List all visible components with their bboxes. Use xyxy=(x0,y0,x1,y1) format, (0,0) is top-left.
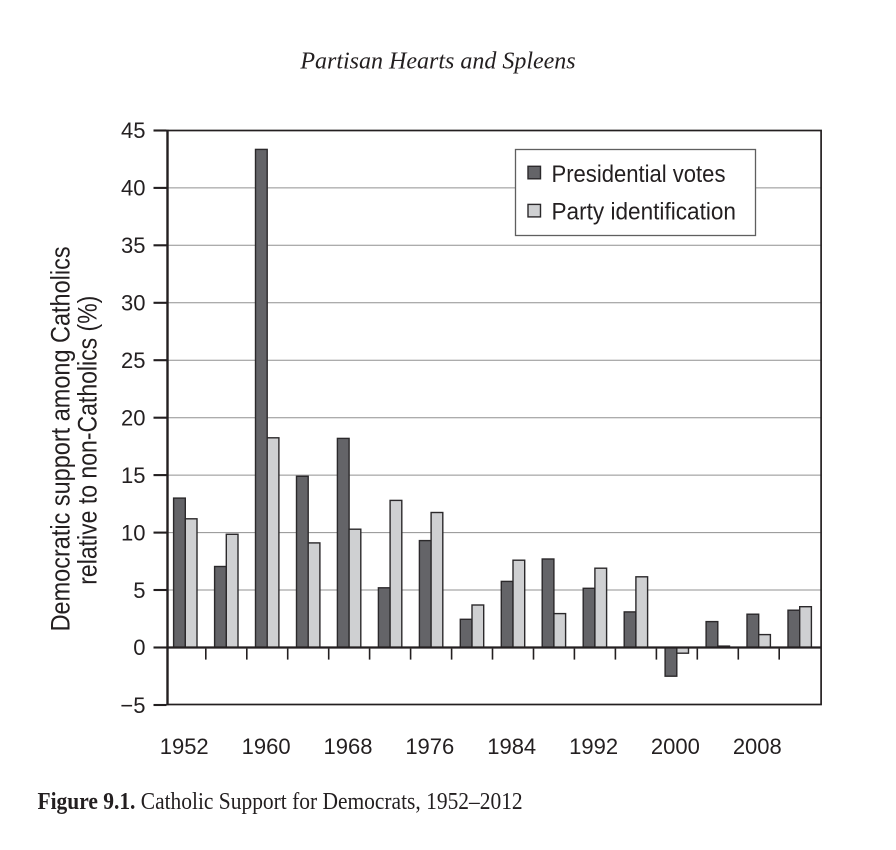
svg-text:relative to non-Catholics (%): relative to non-Catholics (%) xyxy=(73,296,103,585)
svg-text:2000: 2000 xyxy=(651,734,700,759)
svg-text:20: 20 xyxy=(121,405,145,430)
svg-text:5: 5 xyxy=(133,578,145,603)
svg-text:30: 30 xyxy=(121,291,145,316)
svg-text:Presidential votes: Presidential votes xyxy=(552,160,726,187)
svg-text:1992: 1992 xyxy=(569,734,618,759)
svg-text:1968: 1968 xyxy=(324,734,373,759)
svg-text:1976: 1976 xyxy=(405,734,454,759)
svg-text:0: 0 xyxy=(133,635,145,660)
svg-text:−5: −5 xyxy=(120,693,145,718)
svg-text:45: 45 xyxy=(121,118,145,143)
svg-text:1960: 1960 xyxy=(242,734,291,759)
svg-text:Figure 9.1. Catholic Support f: Figure 9.1. Catholic Support for Democra… xyxy=(38,788,523,814)
svg-text:40: 40 xyxy=(121,176,145,201)
svg-text:Party identification: Party identification xyxy=(552,198,736,225)
svg-text:2008: 2008 xyxy=(733,734,782,759)
svg-text:Democratic support among Catho: Democratic support among Catholics xyxy=(46,246,76,631)
svg-text:Partisan Hearts and Spleens: Partisan Hearts and Spleens xyxy=(299,49,575,75)
svg-text:15: 15 xyxy=(121,463,145,488)
svg-text:1952: 1952 xyxy=(160,734,209,759)
svg-text:10: 10 xyxy=(121,520,145,545)
svg-text:35: 35 xyxy=(121,233,145,258)
svg-text:25: 25 xyxy=(121,348,145,373)
svg-text:1984: 1984 xyxy=(487,734,536,759)
